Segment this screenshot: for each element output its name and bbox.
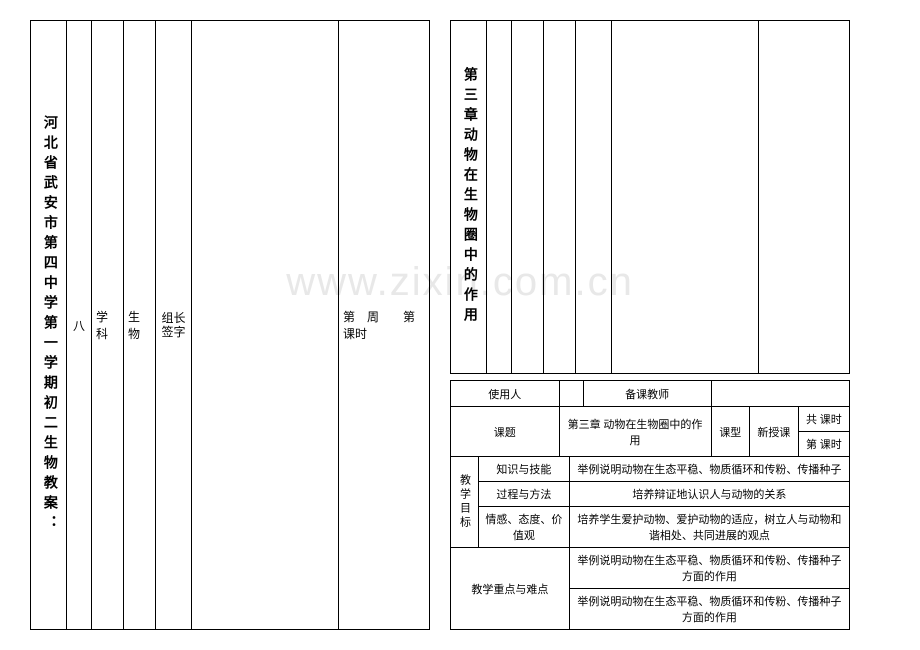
left-empty-col: [192, 21, 339, 629]
right-bottom: 使用人 备课教师 课题 第三章 动物在生物圈中的作用 课型 新授课 共 课时 第…: [450, 380, 850, 630]
right-top-table: 第三章动物在生物圈中的作用: [450, 20, 850, 374]
subject-label: 学科: [96, 308, 119, 342]
grade-text: 八: [73, 317, 85, 334]
leader-sign-label: 组长签字: [160, 311, 187, 340]
left-title: 河北省武安市第四中学第一学期初二生物教案：: [40, 115, 57, 535]
proc-value: 培养辩证地认识人与动物的关系: [569, 482, 849, 507]
leader-sign-col: 组长签字: [156, 21, 192, 629]
subject-text: 生物: [128, 308, 151, 342]
emo-value: 培养学生爱护动物、爱护动物的适应，树立人与动物和谐相处、共同进展的观点: [569, 507, 849, 548]
prep-label: 备课教师: [583, 381, 711, 407]
table-row: 课题 第三章 动物在生物圈中的作用 课型 新授课 共 课时: [451, 407, 850, 432]
table-row: 使用人 备课教师: [451, 381, 850, 407]
table-row: 情感、态度、价值观 培养学生爱护动物、爱护动物的适应，树立人与动物和谐相处、共同…: [451, 507, 850, 548]
topic-value: 第三章 动物在生物圈中的作用: [559, 407, 711, 457]
know-label: 知识与技能: [479, 457, 570, 482]
focus2-value: 举例说明动物在生态平稳、物质循环和传粉、传播种子方面的作用: [569, 589, 849, 630]
rt-col3: [544, 21, 576, 373]
focus1-value: 举例说明动物在生态平稳、物质循环和传粉、传播种子方面的作用: [569, 548, 849, 589]
table-row: 教学目标 知识与技能 举例说明动物在生态平稳、物质循环和传粉、传播种子: [451, 457, 850, 482]
right-title: 第三章动物在生物圈中的作用: [460, 67, 477, 327]
topic-label: 课题: [451, 407, 560, 457]
user-value: [559, 381, 583, 407]
rt-col1: [487, 21, 512, 373]
info-table: 使用人 备课教师 课题 第三章 动物在生物圈中的作用 课型 新授课 共 课时 第…: [450, 380, 850, 630]
know-value: 举例说明动物在生态平稳、物质循环和传粉、传播种子: [569, 457, 849, 482]
this-period: 第 课时: [798, 432, 849, 457]
rt-col6: [759, 21, 849, 373]
grade-col: 八: [67, 21, 92, 629]
page-container: 河北省武安市第四中学第一学期初二生物教案： 八 学科 生物 组长签字 第 周 第…: [0, 0, 920, 650]
right-page: 第三章动物在生物圈中的作用 使用人 备课教师: [440, 0, 880, 650]
subject-label-col: 学科: [92, 21, 124, 629]
table-row: 过程与方法 培养辩证地认识人与动物的关系: [451, 482, 850, 507]
type-label: 课型: [711, 407, 750, 457]
left-title-col: 河北省武安市第四中学第一学期初二生物教案：: [31, 21, 67, 629]
focus-label: 教学重点与难点: [451, 548, 570, 630]
week-period-text: 第 周 第 课时: [343, 308, 425, 342]
goal-label: 教学目标: [451, 457, 479, 548]
left-table: 河北省武安市第四中学第一学期初二生物教案： 八 学科 生物 组长签字 第 周 第…: [30, 20, 430, 630]
user-label: 使用人: [451, 381, 560, 407]
rt-col5: [612, 21, 759, 373]
prep-value: [711, 381, 849, 407]
table-row: 教学重点与难点 举例说明动物在生态平稳、物质循环和传粉、传播种子方面的作用: [451, 548, 850, 589]
rt-col2: [512, 21, 544, 373]
proc-label: 过程与方法: [479, 482, 570, 507]
total-period: 共 课时: [798, 407, 849, 432]
emo-label: 情感、态度、价值观: [479, 507, 570, 548]
rt-col4: [576, 21, 612, 373]
subject-col: 生物: [124, 21, 156, 629]
right-inner: 第三章动物在生物圈中的作用 使用人 备课教师: [450, 20, 850, 630]
right-title-col: 第三章动物在生物圈中的作用: [451, 21, 487, 373]
left-page: 河北省武安市第四中学第一学期初二生物教案： 八 学科 生物 组长签字 第 周 第…: [0, 0, 440, 650]
week-period-col: 第 周 第 课时: [339, 21, 429, 629]
type-value: 新授课: [750, 407, 799, 457]
